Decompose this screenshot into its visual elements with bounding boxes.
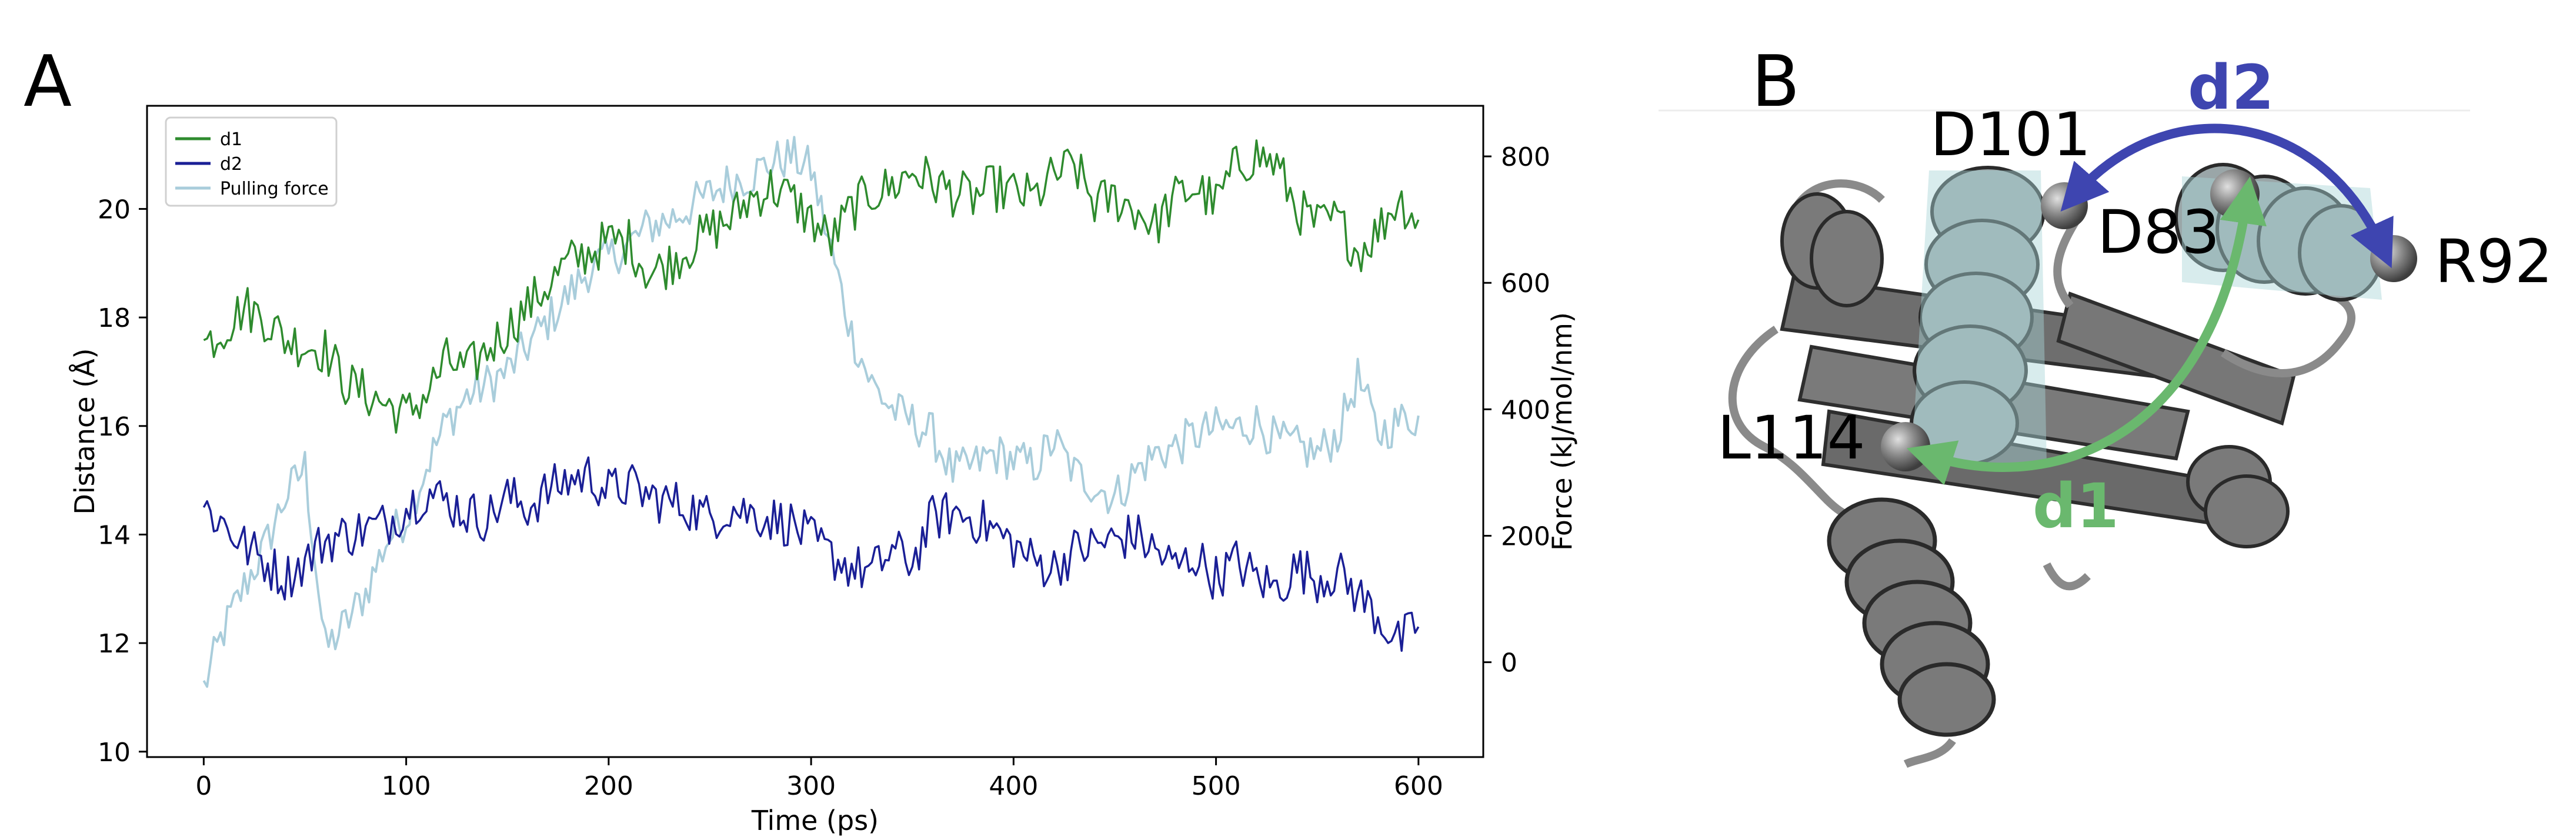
- y-tick-label: 14: [98, 520, 131, 550]
- residue-label-l114: L114: [1717, 403, 1866, 473]
- legend-label: d1: [220, 129, 242, 150]
- series-line-pulling-force: [202, 136, 1420, 688]
- legend-label: Pulling force: [220, 179, 329, 199]
- x-tick-label: 100: [382, 771, 431, 801]
- y2-tick-label: 800: [1501, 142, 1550, 172]
- y2-tick-label: 200: [1501, 521, 1550, 551]
- residue-sphere-l114: [1881, 422, 1930, 471]
- x-tick-label: 400: [989, 771, 1038, 801]
- plot-area: [146, 105, 1484, 758]
- series-line-d2: [202, 456, 1420, 652]
- legend-label: d2: [220, 154, 242, 175]
- residue-label-d101: D101: [1930, 100, 2091, 170]
- panel-label-a: A: [24, 41, 72, 123]
- residue-label-r92: R92: [2435, 227, 2553, 297]
- series-line-d1: [203, 139, 1420, 434]
- x-tick-label: 300: [786, 771, 836, 801]
- x-tick-label: 500: [1192, 771, 1241, 801]
- y-tick-label: 10: [98, 738, 131, 768]
- x-tick-label: 600: [1394, 771, 1443, 801]
- y-tick-label: 20: [98, 195, 131, 225]
- protein-structure: [1659, 109, 2470, 768]
- y2-tick-label: 600: [1501, 269, 1550, 299]
- y-tick-label: 16: [98, 412, 131, 442]
- y-axis-label: Distance (Å): [69, 348, 101, 514]
- panel-label-b: B: [1751, 41, 1800, 123]
- x-axis-label: Time (ps): [751, 805, 879, 836]
- x-tick-label: 200: [584, 771, 633, 801]
- y2-tick-label: 400: [1501, 395, 1550, 425]
- line-chart: 0 100 200 300 400 500 600101214161820020040060…: [69, 105, 1578, 836]
- y-tick-label: 12: [98, 629, 131, 659]
- d2-arrow: [2060, 123, 2394, 269]
- d1-arrow: [1906, 176, 2267, 486]
- y2-axis-label: Force (kJ/mol/nm): [1546, 312, 1578, 551]
- x-tick-label: 0: [195, 771, 212, 801]
- distance-label-d1: d1: [2033, 470, 2119, 542]
- y2-tick-label: 0: [1501, 648, 1517, 678]
- y-tick-label: 18: [98, 303, 131, 333]
- residue-label-d83: D83: [2097, 197, 2220, 267]
- distance-label-d2: d2: [2188, 52, 2274, 123]
